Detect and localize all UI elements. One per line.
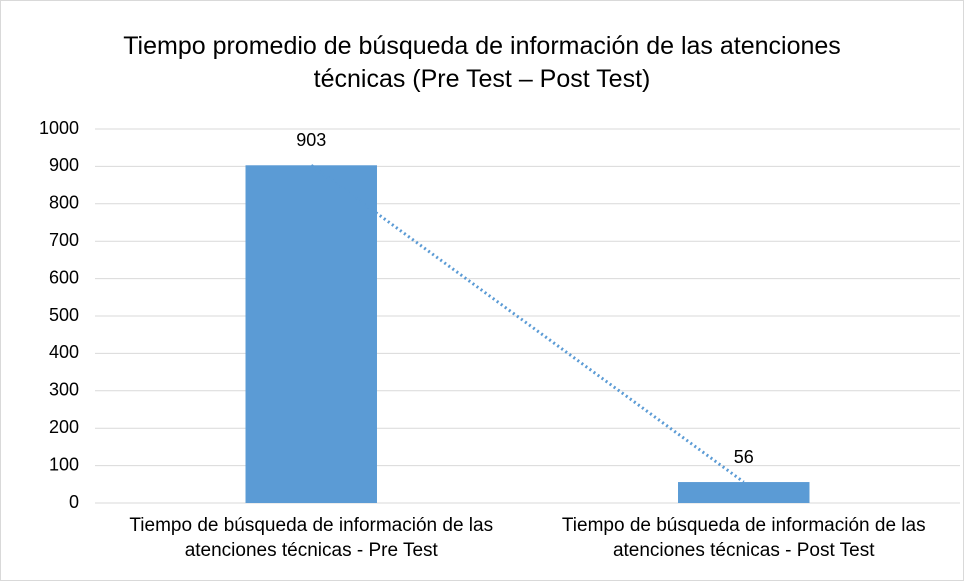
y-tick-label: 0 xyxy=(69,492,79,512)
data-label: 56 xyxy=(734,447,754,467)
y-tick-label: 300 xyxy=(49,380,79,400)
y-tick-label: 400 xyxy=(49,342,79,362)
x-tick-label: Tiempo de búsqueda de información de las… xyxy=(561,515,926,561)
y-tick-label: 800 xyxy=(49,193,79,213)
y-tick-label: 700 xyxy=(49,230,79,250)
y-tick-label: 900 xyxy=(49,155,79,175)
bar xyxy=(678,482,810,503)
chart-title: Tiempo promedio de búsqueda de informaci… xyxy=(123,32,841,93)
y-tick-label: 600 xyxy=(49,267,79,287)
bar xyxy=(245,165,377,503)
trendline xyxy=(310,164,745,484)
data-label: 903 xyxy=(296,130,326,150)
y-tick-label: 500 xyxy=(49,305,79,325)
y-tick-label: 1000 xyxy=(39,118,79,138)
y-tick-label: 100 xyxy=(49,454,79,474)
y-tick-label: 200 xyxy=(49,417,79,437)
x-tick-label: Tiempo de búsqueda de información de las… xyxy=(129,515,494,561)
